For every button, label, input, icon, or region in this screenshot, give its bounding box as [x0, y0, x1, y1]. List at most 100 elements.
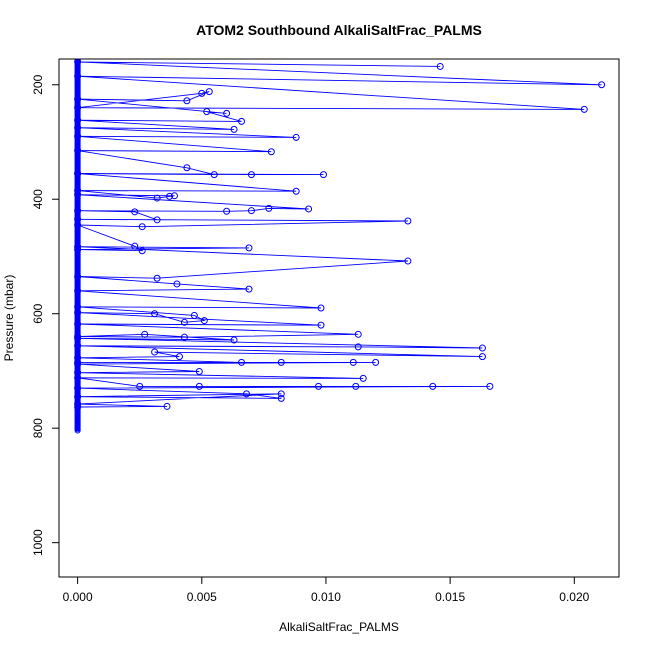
data-point	[141, 330, 149, 338]
data-point	[166, 192, 174, 200]
zero-cluster-marker	[74, 427, 81, 434]
data-point	[245, 285, 253, 293]
data-point	[74, 342, 82, 350]
data-point	[74, 207, 82, 215]
data-point	[210, 171, 218, 179]
data-point	[74, 369, 82, 377]
data-point	[195, 382, 203, 390]
data-point	[404, 257, 412, 265]
data-point	[74, 72, 82, 80]
y-axis-label: Pressure (mbar)	[2, 275, 16, 362]
data-point	[195, 368, 203, 376]
data-point	[74, 132, 82, 140]
data-point	[74, 320, 82, 328]
data-point	[74, 147, 82, 155]
x-tick-label: 0.020	[559, 590, 589, 604]
data-point	[372, 358, 380, 366]
data-point	[153, 274, 161, 282]
y-tick-label: 1000	[31, 529, 45, 556]
x-tick-label: 0.005	[187, 590, 217, 604]
data-point	[74, 287, 82, 295]
data-point	[131, 208, 139, 216]
y-tick-label: 400	[31, 189, 45, 209]
x-tick-label: 0.010	[311, 590, 341, 604]
x-tick-label: 0.000	[63, 590, 93, 604]
data-point	[180, 318, 188, 326]
data-point	[74, 59, 82, 66]
data-point	[74, 191, 82, 199]
data-point	[429, 382, 437, 390]
x-tick-label: 0.015	[435, 590, 465, 604]
data-point	[349, 358, 357, 366]
data-point	[138, 223, 146, 231]
data-point	[352, 382, 360, 390]
data-point	[486, 382, 494, 390]
data-point	[74, 393, 82, 401]
data-point	[175, 353, 183, 361]
data-point	[74, 124, 82, 132]
y-tick-label: 800	[31, 418, 45, 438]
data-point	[292, 133, 300, 141]
data-point	[74, 400, 82, 408]
plot-clip-group	[74, 59, 606, 434]
data-point	[436, 62, 444, 70]
data-point	[74, 360, 82, 368]
data-point	[131, 242, 139, 250]
data-point	[265, 204, 273, 212]
data-point	[200, 317, 208, 325]
data-point	[170, 192, 178, 200]
data-point	[136, 382, 144, 390]
data-point	[203, 108, 211, 116]
data-point	[74, 187, 82, 195]
data-point	[74, 169, 82, 177]
data-point	[315, 382, 323, 390]
data-point	[74, 273, 82, 281]
data-point	[223, 109, 231, 117]
data-point	[183, 97, 191, 105]
data-point	[305, 205, 313, 213]
data-point	[319, 171, 327, 179]
data-point	[74, 221, 82, 229]
data-point	[359, 374, 367, 382]
data-point	[238, 117, 246, 125]
data-point	[238, 358, 246, 366]
data-point	[205, 88, 213, 96]
data-point	[247, 171, 255, 179]
data-point	[478, 344, 486, 352]
y-tick-label: 600	[31, 303, 45, 323]
y-tick-label: 200	[31, 74, 45, 94]
data-point	[404, 217, 412, 225]
data-point	[153, 216, 161, 224]
data-point	[317, 304, 325, 312]
data-point	[183, 164, 191, 172]
data-point	[74, 374, 82, 382]
data-point	[598, 81, 606, 89]
chart-title: ATOM2 Southbound AlkaliSaltFrac_PALMS	[196, 22, 482, 38]
data-point	[74, 243, 82, 251]
data-point	[190, 311, 198, 319]
data-point	[354, 343, 362, 351]
data-point	[267, 148, 275, 156]
data-point	[74, 246, 82, 254]
data-point	[151, 348, 159, 356]
plot-frame	[58, 58, 620, 578]
data-point	[230, 336, 238, 344]
data-point	[245, 244, 253, 252]
data-point	[74, 95, 82, 103]
plot-area	[74, 59, 606, 434]
data-point	[247, 207, 255, 215]
data-point	[230, 125, 238, 133]
data-point	[223, 207, 231, 215]
data-point	[198, 89, 206, 97]
data-point	[173, 280, 181, 288]
data-point	[153, 194, 161, 202]
data-point	[151, 310, 159, 318]
data-point	[580, 105, 588, 113]
data-point	[277, 358, 285, 366]
data-point	[74, 116, 82, 124]
data-point	[317, 321, 325, 329]
data-point	[354, 330, 362, 338]
x-axis-label: AlkaliSaltFrac_PALMS	[279, 620, 399, 634]
